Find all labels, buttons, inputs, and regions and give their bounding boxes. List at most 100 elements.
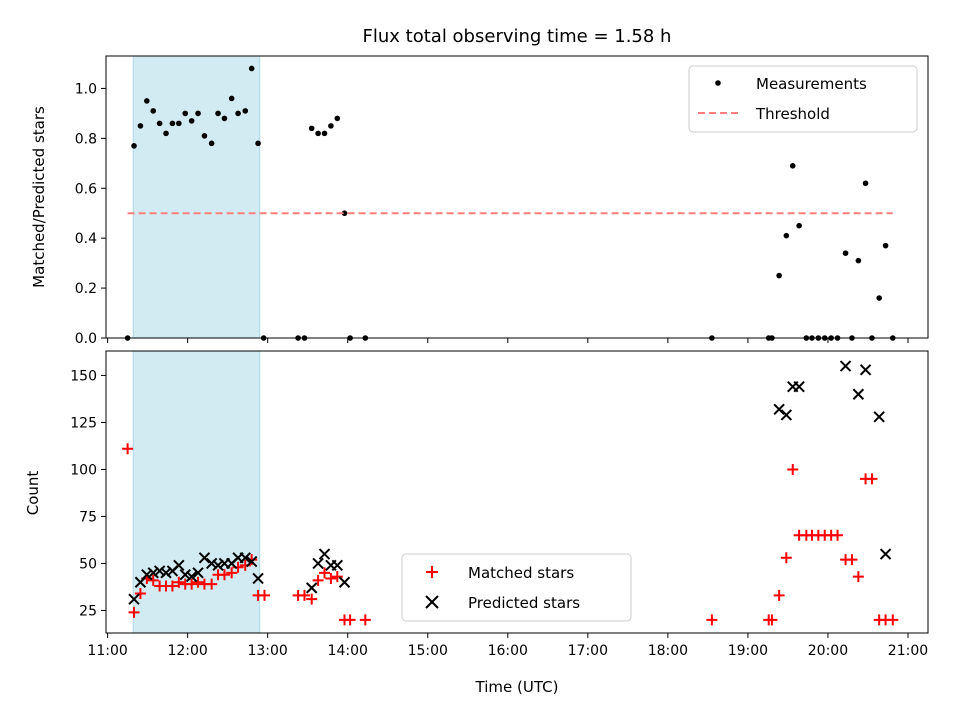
upper-y-tick-label: 0.2 [75, 281, 97, 297]
measurement-point [131, 143, 137, 149]
predicted-star-point [852, 388, 865, 400]
upper-y-tick-label: 0.6 [75, 181, 97, 197]
matched-star-point [166, 580, 178, 592]
x-tick-label: 19:00 [728, 643, 768, 659]
predicted-star-point [773, 403, 785, 415]
measurement-point [228, 95, 235, 102]
predicted-star-point [153, 565, 166, 577]
predicted-star-point [212, 559, 224, 572]
upper-panel: 0.0 0.2 0.4 0.6 0.8 1.0 [75, 55, 929, 347]
matched-star-point [258, 589, 270, 601]
measurement-point [221, 115, 228, 122]
measurement-point [796, 222, 802, 229]
matched-star-point [134, 588, 146, 600]
matched-star-point [186, 578, 198, 590]
legend-predicted-marker [425, 595, 439, 609]
x-tick-label: 20:00 [808, 643, 848, 659]
matched-star-point [173, 576, 185, 588]
matched-star-point [206, 578, 218, 590]
matched-star-point [147, 574, 159, 586]
matched-star-point [128, 606, 140, 618]
lower-y-tick-label: 125 [70, 415, 97, 431]
predicted-star-point [305, 582, 318, 594]
x-tick-label: 13:00 [247, 643, 287, 659]
measurement-point [248, 65, 255, 72]
predicted-star-point [859, 364, 872, 376]
matched-star-point [344, 614, 356, 626]
measurement-point [321, 130, 328, 137]
lower-y-tick-label: 75 [79, 509, 97, 525]
matched-star-point [359, 614, 371, 626]
measurement-point [137, 123, 144, 129]
measurement-point [783, 232, 790, 239]
measurement-point [201, 133, 208, 139]
lower-panel: 11:00 12:00 13:00 14:00 15:00 16:00 17:00 18:00… [70, 350, 929, 659]
measurement-point [169, 120, 176, 127]
measurement-point [215, 110, 221, 117]
predicted-star-point [331, 559, 344, 572]
x-tick-label: 14:00 [328, 643, 368, 659]
measurement-point [144, 98, 150, 104]
predicted-star-point [141, 569, 153, 581]
predicted-star-point [160, 567, 172, 579]
matched-star-point [312, 574, 324, 586]
matched-star-point [846, 554, 858, 566]
predicted-star-point [338, 576, 351, 588]
upper-y-tick-label: 1.0 [75, 81, 97, 97]
upper-legend-frame [688, 65, 918, 133]
predicted-star-point [839, 360, 852, 372]
matched-star-point [122, 443, 134, 455]
predicted-star-point [198, 552, 211, 564]
lower-y-tick-label: 50 [79, 556, 97, 572]
measurement-point [842, 250, 849, 256]
matched-star-point [866, 473, 878, 485]
measurement-point [789, 163, 796, 169]
predicted-star-point [192, 567, 204, 579]
lower-legend: Matched stars Predicted stars [401, 553, 632, 622]
matched-star-point [780, 552, 792, 564]
measurement-point [195, 110, 201, 117]
measurement-point [855, 257, 862, 264]
measurement-point [208, 140, 215, 147]
upper-shaded-interval [132, 55, 261, 339]
matched-star-point [766, 614, 778, 626]
upper-axes-frame [105, 55, 929, 339]
measurement-point [150, 108, 157, 114]
measurement-point [315, 130, 321, 137]
chart-title: Flux total observing time = 1.58 h [363, 26, 672, 47]
predicted-star-point [879, 548, 892, 560]
measurement-point [255, 140, 261, 147]
predicted-star-point [252, 572, 264, 585]
predicted-star-point [780, 409, 793, 421]
lower-y-tick-label: 25 [79, 603, 97, 619]
matched-star-point [319, 567, 331, 579]
legend-measurements-label: Measurements [756, 75, 867, 93]
x-tick-label: 12:00 [167, 643, 207, 659]
legend-predicted-label: Predicted stars [468, 594, 580, 612]
lower-y-axis-label: Count [24, 471, 42, 516]
predicted-star-point [147, 567, 159, 579]
predicted-star-point [245, 555, 258, 568]
x-tick-label: 21:00 [888, 643, 928, 659]
lower-shaded-interval [132, 350, 261, 634]
matched-star-point [325, 572, 337, 584]
predicted-star-point [318, 548, 331, 560]
x-tick-label: 18:00 [648, 643, 688, 659]
lower-y-tick-label: 100 [70, 462, 97, 478]
upper-y-tick-label: 0.8 [75, 131, 97, 147]
measurement-point [328, 123, 334, 129]
matched-star-point [773, 589, 785, 601]
measurement-point [776, 272, 782, 279]
measurement-point [235, 110, 241, 117]
x-tick-label: 17:00 [568, 643, 608, 659]
measurement-point [156, 120, 163, 127]
matched-star-point [832, 529, 844, 541]
matched-star-point [706, 614, 718, 626]
measurement-point [334, 115, 341, 122]
predicted-star-point [179, 569, 191, 581]
legend-matched-marker [426, 566, 438, 578]
measurement-point [176, 120, 182, 127]
lower-y-tick-label: 150 [70, 368, 97, 384]
x-axis-label: Time (UTC) [475, 678, 559, 696]
